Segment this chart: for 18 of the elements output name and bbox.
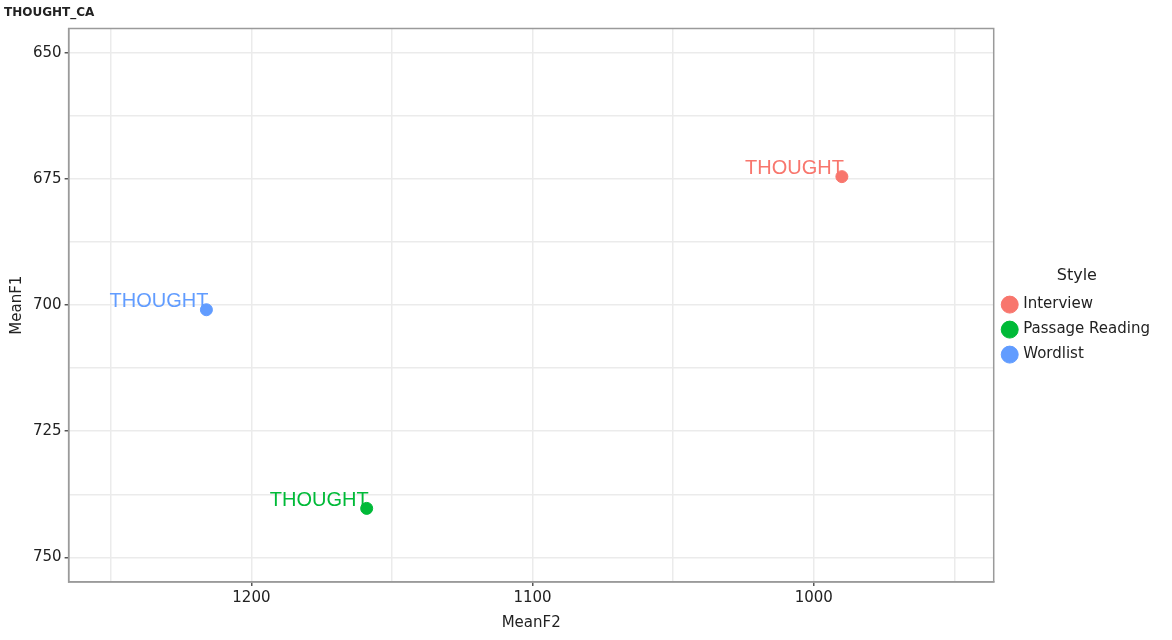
x-axis-title: MeanF2	[501, 612, 561, 631]
legend-label: Wordlist	[1023, 344, 1084, 363]
legend-title: Style	[1056, 265, 1097, 285]
legend-label: Interview	[1023, 294, 1093, 313]
y-tick-label: 650	[32, 43, 62, 61]
y-tick-label: 675	[32, 169, 62, 188]
chart-title: THOUGHT_CA	[4, 5, 96, 21]
y-tick-label: 700	[32, 295, 62, 314]
y-tick-label: 725	[32, 421, 62, 440]
x-tick-label: 1200	[232, 587, 271, 606]
y-tick-label: 750	[32, 547, 62, 566]
data-label: THOUGHT	[744, 156, 844, 179]
data-label: THOUGHT	[269, 487, 369, 510]
x-tick-label: 1100	[513, 587, 552, 606]
x-tick-label: 1000	[794, 587, 833, 606]
data-label: THOUGHT	[109, 289, 209, 312]
legend-label: Passage Reading	[1023, 319, 1151, 338]
y-axis-title: MeanF1	[6, 275, 25, 335]
